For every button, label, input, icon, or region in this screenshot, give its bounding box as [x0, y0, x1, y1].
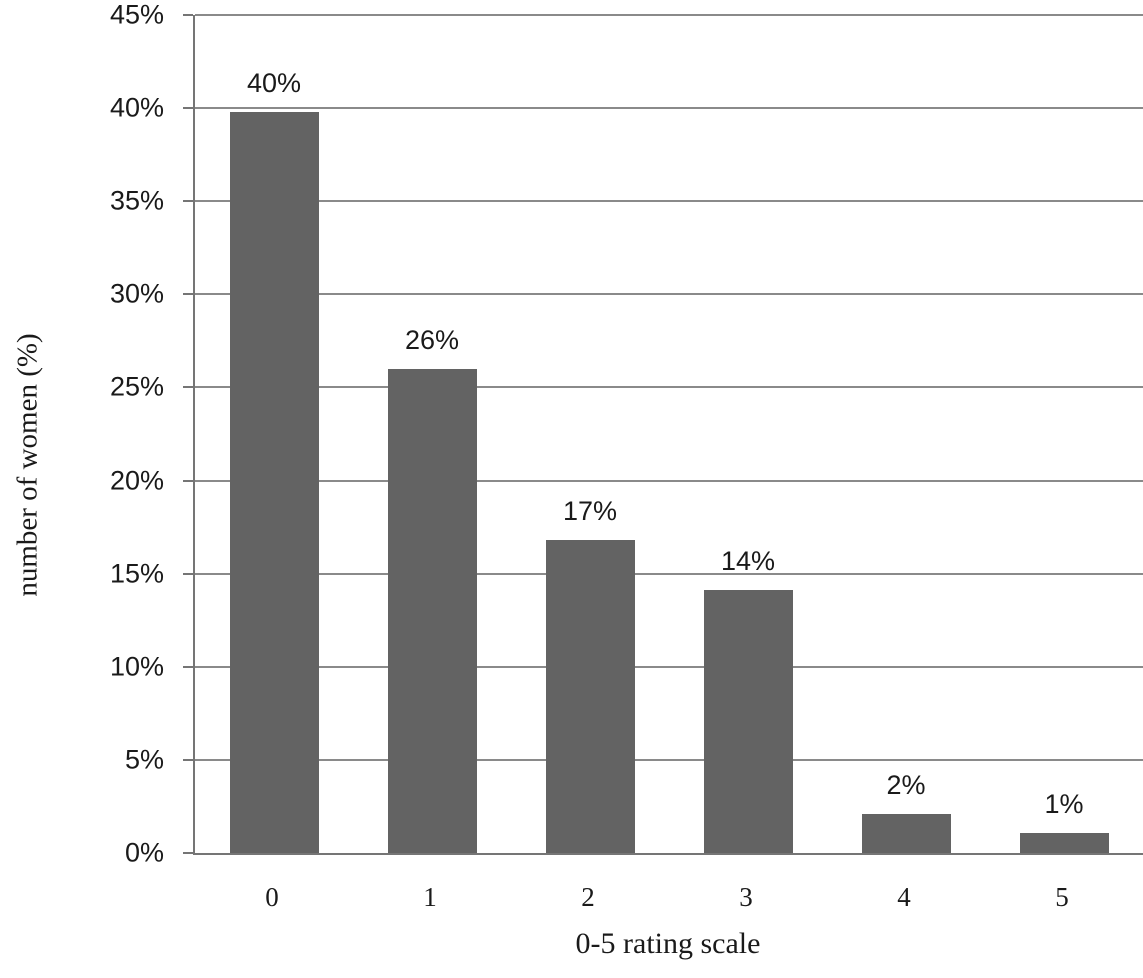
x-tick-label: 4: [897, 882, 911, 912]
gridline: [195, 200, 1143, 203]
bar-value-label: 17%: [562, 496, 618, 527]
y-tick-label: 25%: [109, 371, 164, 402]
bar-value-label: 40%: [246, 67, 302, 98]
y-tick-label: 10%: [109, 651, 164, 682]
y-tick-label: 45%: [109, 0, 164, 30]
y-tick-label: 30%: [109, 278, 164, 309]
gridline: [195, 293, 1143, 296]
gridline: [195, 665, 1143, 668]
bar: [387, 368, 477, 853]
bar: [1019, 832, 1109, 853]
bar: [229, 111, 319, 853]
y-tick-label: 15%: [109, 558, 164, 589]
y-axis-tick-mark: [183, 107, 193, 110]
x-tick-label: 0: [265, 882, 279, 912]
y-axis-tick-mark: [183, 479, 193, 482]
y-axis-tick-mark: [183, 200, 193, 203]
y-tick-label: 20%: [109, 465, 164, 496]
gridline: [195, 107, 1143, 110]
y-axis-tick-mark: [183, 665, 193, 668]
y-axis-tick-mark: [183, 386, 193, 389]
x-tick-label: 5: [1055, 882, 1069, 912]
y-axis-tick-mark: [183, 14, 193, 16]
y-tick-label: 35%: [109, 185, 164, 216]
y-axis-tick-mark: [183, 572, 193, 575]
bar-value-label: 1%: [1044, 788, 1084, 819]
x-tick-label: 1: [423, 882, 437, 912]
x-axis-title: 0-5 rating scale: [575, 927, 761, 960]
gridline: [195, 386, 1143, 389]
y-tick-label: 0%: [124, 837, 164, 868]
bar: [545, 540, 635, 853]
y-axis-title: number of women (%): [11, 333, 44, 597]
bar: [861, 813, 951, 853]
y-axis-tick-mark: [183, 852, 193, 854]
plot-area: 40% 26% 17% 14% 2% 1%: [183, 14, 1143, 855]
y-tick-label: 5%: [124, 744, 164, 775]
gridline: [195, 14, 1143, 16]
bar-value-label: 2%: [886, 769, 926, 800]
bar: [703, 590, 793, 853]
bar-value-label: 26%: [404, 324, 460, 355]
x-tick-label: 2: [581, 882, 595, 912]
x-tick-label: 3: [739, 882, 753, 912]
gridline: [195, 479, 1143, 482]
y-axis-tick-mark: [183, 293, 193, 296]
y-axis-tick-mark: [183, 758, 193, 761]
bar-value-label: 14%: [720, 546, 776, 577]
gridline: [195, 758, 1143, 761]
y-tick-label: 40%: [109, 92, 164, 123]
gridline: [195, 572, 1143, 575]
